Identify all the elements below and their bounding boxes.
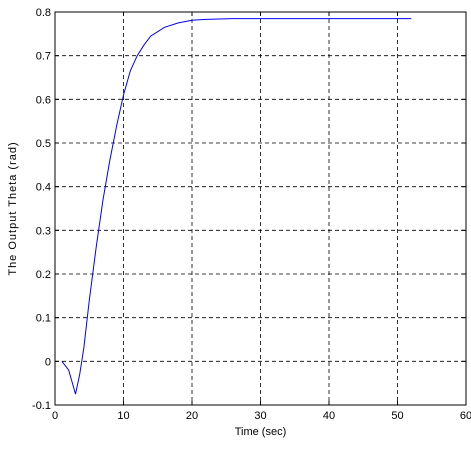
y-tick-label: 0.4 xyxy=(36,182,51,194)
x-tick-label: 50 xyxy=(391,410,403,422)
axis-ticks xyxy=(54,11,467,406)
y-tick-label: 0.3 xyxy=(36,225,51,237)
y-tick-label: 0.8 xyxy=(36,7,51,19)
x-tick-labels: 0 10 20 30 40 50 60 xyxy=(52,410,471,422)
x-axis-label: Time (sec) xyxy=(235,426,287,438)
y-tick-labels: -0.1 0 0.1 0.2 0.3 0.4 0.5 0.6 0.7 0.8 xyxy=(32,7,51,412)
series-line xyxy=(61,18,412,395)
y-tick-label: 0.2 xyxy=(36,269,51,281)
x-tick-label: 0 xyxy=(52,410,58,422)
y-tick-label: -0.1 xyxy=(32,400,51,412)
x-tick-label: 40 xyxy=(323,410,335,422)
x-tick-label: 60 xyxy=(460,410,471,422)
x-tick-label: 10 xyxy=(117,410,129,422)
y-tick-label: 0.6 xyxy=(36,94,51,106)
series-layer xyxy=(61,18,412,395)
x-tick-label: 30 xyxy=(254,410,266,422)
y-tick-label: 0.1 xyxy=(36,313,51,325)
y-tick-label: 0.7 xyxy=(36,51,51,63)
y-axis-label: The Output Theta (rad) xyxy=(7,141,19,275)
y-tick-label: 0 xyxy=(45,356,51,368)
x-tick-label: 20 xyxy=(186,410,198,422)
grid xyxy=(55,12,466,405)
y-tick-label: 0.5 xyxy=(36,138,51,150)
